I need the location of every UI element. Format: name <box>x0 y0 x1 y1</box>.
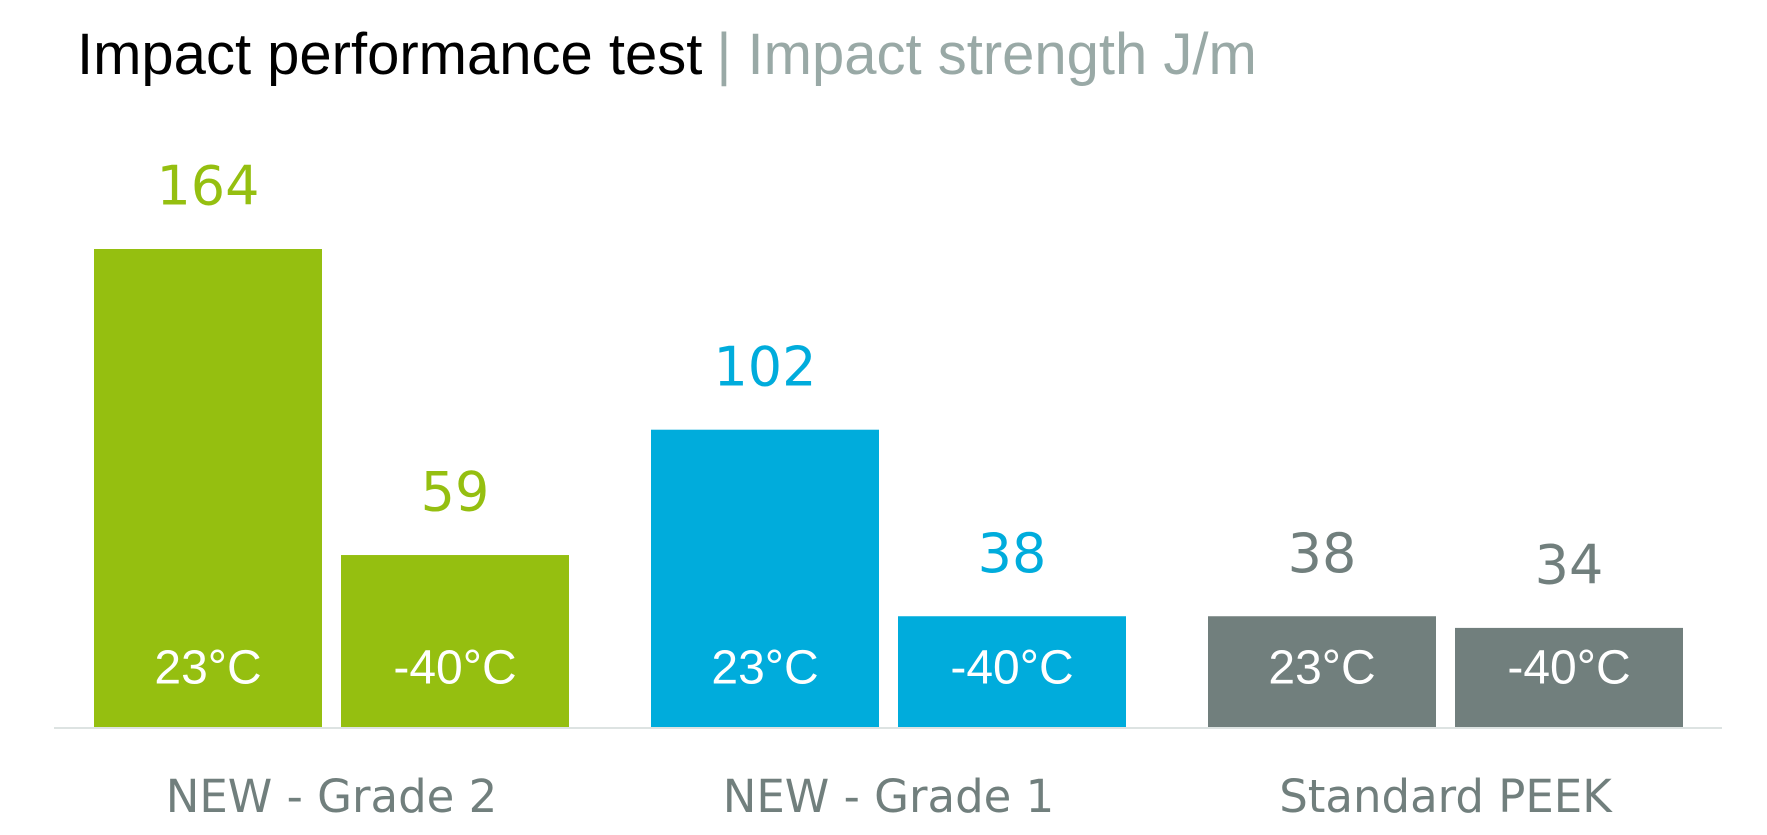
series-label: -40°C <box>1507 642 1630 695</box>
x-tick-label: NEW - Grade 1 <box>723 770 1055 823</box>
chart-heading: Impact performance test | Impact strength… <box>77 22 1257 87</box>
series-label: 23°C <box>1268 642 1375 695</box>
bar <box>1455 627 1683 727</box>
value-label: 102 <box>713 335 816 398</box>
chart-title: Impact performance test <box>77 22 702 87</box>
value-label: 59 <box>421 461 490 524</box>
series-label: -40°C <box>950 642 1073 695</box>
x-tick-label: NEW - Grade 2 <box>166 770 498 823</box>
value-label: 34 <box>1535 534 1604 597</box>
series-label: -40°C <box>393 642 516 695</box>
series-label: 23°C <box>154 642 261 695</box>
series-label: 23°C <box>711 642 818 695</box>
bar <box>1208 616 1436 727</box>
x-tick-label: Standard PEEK <box>1279 770 1613 823</box>
value-label: 38 <box>1288 522 1357 585</box>
value-label: 38 <box>978 522 1047 585</box>
value-label: 164 <box>156 155 259 218</box>
chart-subtitle: | Impact strength J/m <box>716 22 1256 87</box>
bar <box>651 429 879 727</box>
bar <box>898 616 1126 727</box>
bar <box>341 555 569 727</box>
bar <box>94 249 322 727</box>
